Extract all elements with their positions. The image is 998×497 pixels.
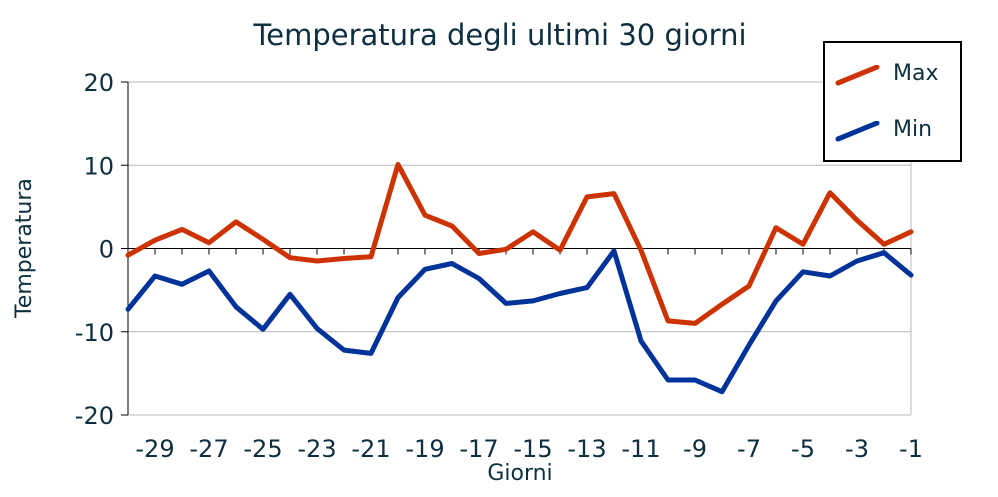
- axes: [121, 81, 912, 416]
- x-tick-label: -21: [351, 435, 390, 463]
- legend: Max Min: [823, 41, 962, 162]
- x-tick-label: -13: [567, 435, 606, 463]
- legend-item-max: Max: [835, 61, 960, 91]
- x-tick-label: -7: [737, 435, 761, 463]
- x-tick-label: -11: [621, 435, 660, 463]
- x-tick-label: -23: [297, 435, 336, 463]
- tick-labels: -20 -10 0 10 20 -29 -27 -25 -23 -21 -19 -17 -15 -13 -1…: [75, 69, 923, 463]
- x-tick-label: -1: [899, 435, 923, 463]
- x-tick-label: -19: [405, 435, 444, 463]
- x-tick-label: -15: [513, 435, 552, 463]
- legend-swatch-min: [835, 121, 880, 142]
- y-tick-label: -10: [75, 319, 114, 347]
- chart-title: Temperatura degli ultimi 30 giorni: [253, 18, 747, 52]
- y-tick-label: 20: [83, 69, 114, 97]
- x-tick-label: -3: [845, 435, 869, 463]
- series-lines: [125, 161, 914, 395]
- legend-item-min: Min: [835, 117, 960, 147]
- gridlines: [128, 81, 912, 416]
- legend-label-max: Max: [893, 61, 939, 86]
- legend-swatch-max: [835, 65, 880, 86]
- series-line-min: [125, 248, 914, 395]
- series-line-max: [125, 161, 914, 326]
- legend-label-min: Min: [893, 117, 933, 142]
- x-tick-label: -29: [135, 435, 174, 463]
- y-axis-title: Temperatura: [12, 178, 37, 319]
- y-tick-label: 10: [83, 152, 114, 180]
- x-tick-label: -9: [683, 435, 707, 463]
- x-tick-label: -17: [459, 435, 498, 463]
- x-tick-label: -25: [243, 435, 282, 463]
- x-axis-title: Giorni: [487, 461, 552, 486]
- x-tick-label: -5: [791, 435, 815, 463]
- x-tick-label: -27: [189, 435, 228, 463]
- y-tick-label: -20: [75, 402, 114, 430]
- y-tick-label: 0: [99, 236, 114, 264]
